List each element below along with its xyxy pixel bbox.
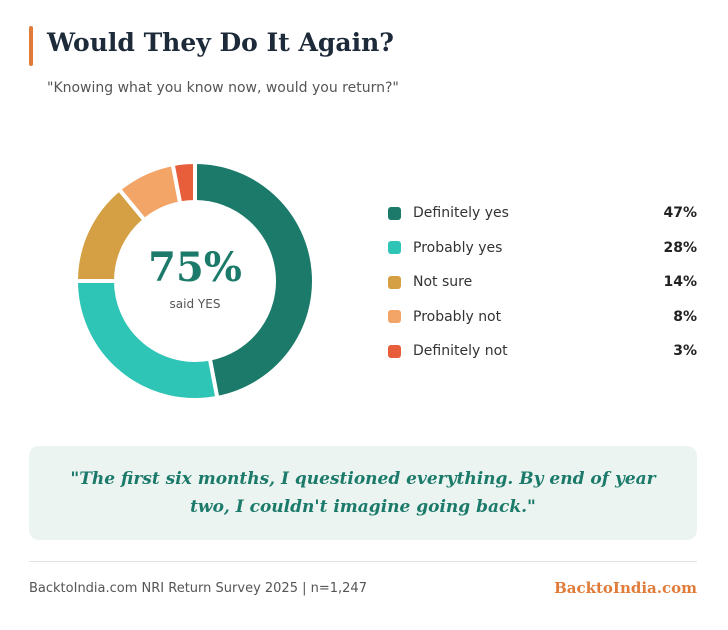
page-subtitle: "Knowing what you know now, would you re… [47,80,399,96]
center-label: said YES [169,297,221,311]
legend-item: Definitely yes 47% [388,196,697,231]
donut-chart [73,159,316,402]
donut-slice-probably-yes [73,279,220,402]
legend-swatch [388,344,401,358]
legend-swatch [388,206,401,220]
brand-logo: BacktoIndia.com [554,579,697,597]
legend-swatch [388,241,401,255]
page-title: Would They Do It Again? [47,28,394,57]
legend-value: 14% [663,274,697,291]
legend-label: Definitely not [413,343,508,360]
source-note: BacktoIndia.com NRI Return Survey 2025 |… [29,581,367,596]
legend: Definitely yes 47% Probably yes 28% Not sure… [388,196,697,369]
legend-label: Probably yes [413,239,503,256]
legend-swatch [388,275,401,289]
title-accent-bar [29,26,33,66]
legend-item: Not sure 14% [388,265,697,300]
legend-item: Probably not 8% [388,300,697,335]
legend-label: Definitely yes [413,205,509,222]
donut-slice-definitely-yes [193,159,316,401]
divider [29,561,697,562]
quote-box: "The first six months, I questioned ever… [29,446,697,540]
donut-slice-definitely-not [170,159,197,206]
legend-item: Definitely not 3% [388,334,697,369]
legend-label: Probably not [413,308,502,325]
legend-value: 8% [673,308,697,325]
legend-value: 3% [673,343,697,360]
legend-value: 47% [663,205,697,222]
legend-label: Not sure [413,274,473,291]
center-value: 75% [148,244,242,291]
legend-swatch [388,310,401,324]
legend-value: 28% [663,239,697,256]
legend-item: Probably yes 28% [388,231,697,266]
